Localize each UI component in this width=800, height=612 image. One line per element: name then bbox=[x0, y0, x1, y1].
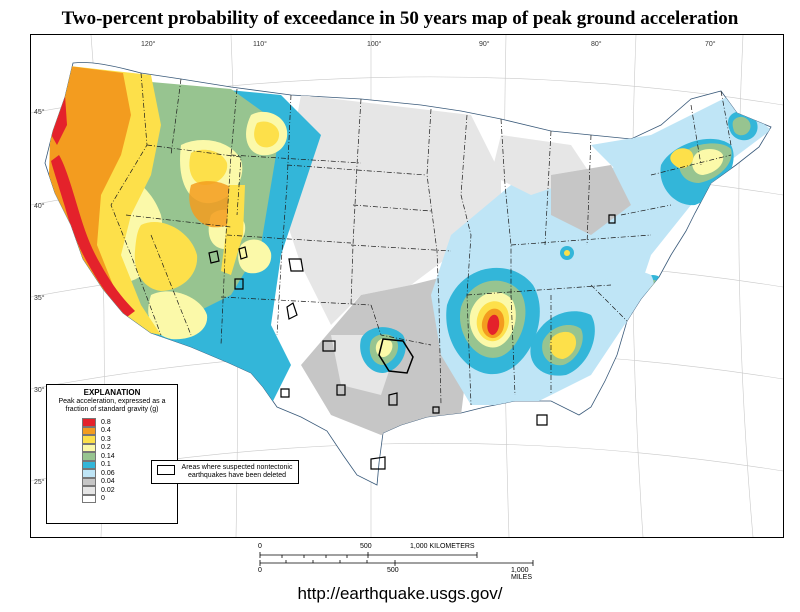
longitude-label: 80° bbox=[591, 41, 602, 48]
legend-swatch bbox=[82, 435, 96, 444]
nontectonic-legend: Areas where suspected nontectonic earthq… bbox=[151, 460, 299, 484]
scale-bar: 0 500 1,000 KILOMETERS 0 500 1,000 MILES bbox=[255, 542, 545, 581]
longitude-label: 120° bbox=[141, 41, 156, 48]
hazard-map: 120° 110° 100° 90° 80° 70° 45° 40° 35° 3… bbox=[30, 34, 784, 538]
legend-value: 0.1 bbox=[101, 461, 111, 469]
nontectonic-label: Areas where suspected nontectonic earthq… bbox=[181, 464, 293, 479]
scale-mi-0: 0 bbox=[258, 567, 262, 574]
legend-value: 0 bbox=[101, 495, 105, 503]
legend-swatch bbox=[82, 426, 96, 435]
legend-swatch bbox=[82, 443, 96, 452]
legend-item: 0.1 bbox=[82, 460, 172, 469]
longitude-label: 100° bbox=[367, 41, 382, 48]
legend-swatch bbox=[82, 418, 96, 427]
legend-item: 0.02 bbox=[82, 486, 172, 495]
legend-item: 0.2 bbox=[82, 443, 172, 452]
scale-km-0: 0 bbox=[258, 543, 262, 550]
legend-value: 0.4 bbox=[101, 427, 111, 435]
legend-value: 0.8 bbox=[101, 418, 111, 426]
nontectonic-swatch bbox=[157, 465, 175, 475]
legend-value: 0.14 bbox=[101, 452, 115, 460]
hazard-map-canvas bbox=[31, 35, 783, 537]
scale-mi-1000: 1,000 MILES bbox=[511, 567, 533, 581]
latitude-label: 30° bbox=[34, 387, 45, 394]
legend-value: 0.04 bbox=[101, 478, 115, 486]
latitude-label: 35° bbox=[34, 295, 45, 302]
legend-swatch bbox=[82, 452, 96, 461]
legend-item: 0.14 bbox=[82, 452, 172, 461]
latitude-label: 40° bbox=[34, 203, 45, 210]
state-boundaries bbox=[110, 72, 732, 406]
scale-km-1000: 1,000 KILOMETERS bbox=[410, 543, 475, 550]
legend-description: Peak acceleration, expressed as a fracti… bbox=[58, 398, 166, 413]
legend-swatch bbox=[82, 477, 96, 486]
source-url[interactable]: http://earthquake.usgs.gov/ bbox=[297, 584, 503, 603]
legend-item: 0.04 bbox=[82, 477, 172, 486]
legend-heading: EXPLANATION bbox=[83, 388, 141, 397]
legend-item: 0.8 bbox=[82, 418, 172, 427]
legend: EXPLANATION Peak acceleration, expressed… bbox=[46, 384, 178, 524]
scale-mi-500: 500 bbox=[387, 567, 399, 574]
legend-swatch bbox=[82, 486, 96, 495]
nontectonic-areas bbox=[208, 214, 616, 470]
legend-value: 0.06 bbox=[101, 469, 115, 477]
scale-bar-graphic bbox=[259, 552, 534, 566]
longitude-label: 70° bbox=[705, 41, 716, 48]
longitude-label: 90° bbox=[479, 41, 490, 48]
legend-item: 0 bbox=[82, 494, 172, 503]
latitude-label: 25° bbox=[34, 479, 45, 486]
scale-km-500: 500 bbox=[360, 543, 372, 550]
legend-value: 0.3 bbox=[101, 435, 111, 443]
legend-items: 0.8 0.4 0.3 0.2 0.14 0.1 0.06 0.04 0.02 0 bbox=[82, 418, 172, 503]
longitude-label: 110° bbox=[253, 41, 267, 48]
latitude-label: 45° bbox=[34, 109, 45, 116]
legend-swatch bbox=[82, 469, 96, 478]
legend-swatch bbox=[82, 460, 96, 469]
legend-swatch bbox=[82, 494, 96, 503]
legend-item: 0.3 bbox=[82, 435, 172, 444]
map-title: Two-percent probability of exceedance in… bbox=[61, 8, 739, 29]
legend-value: 0.02 bbox=[101, 486, 115, 494]
legend-item: 0.06 bbox=[82, 469, 172, 478]
legend-value: 0.2 bbox=[101, 444, 111, 452]
legend-item: 0.4 bbox=[82, 426, 172, 435]
